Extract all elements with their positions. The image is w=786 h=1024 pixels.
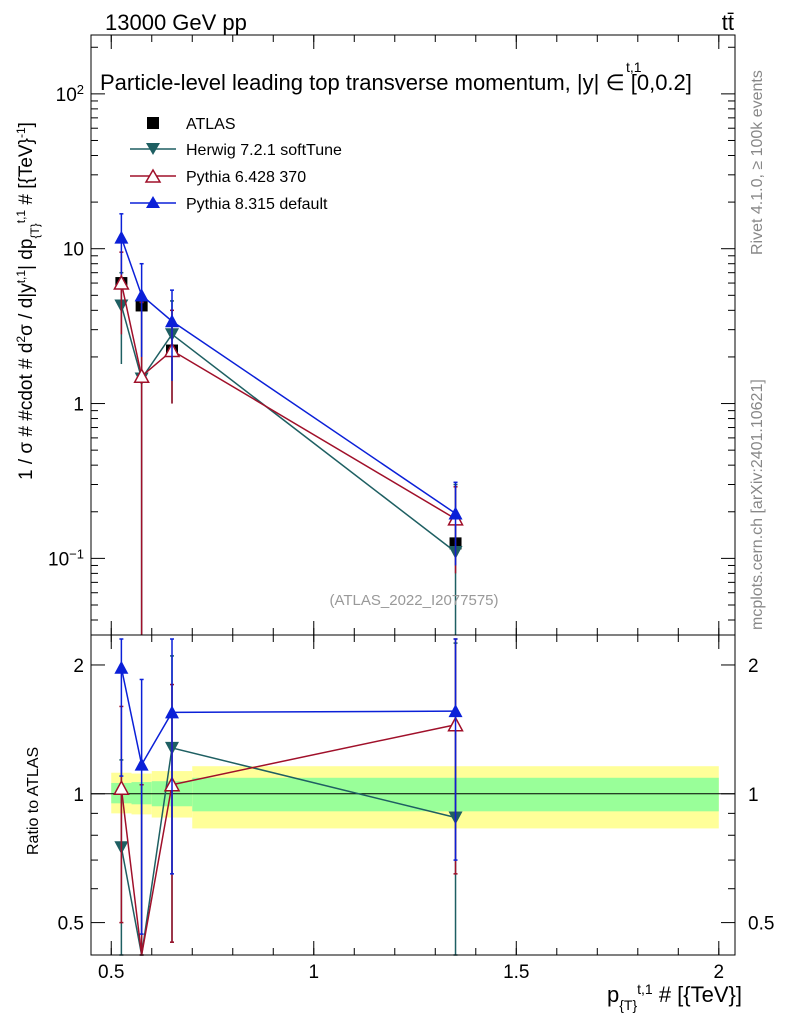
energy-label: 13000 GeV pp xyxy=(105,10,247,35)
data-point xyxy=(133,301,150,635)
rivet-label: Rivet 4.1.0, ≥ 100k events xyxy=(749,70,766,255)
marker-triangle-open xyxy=(133,367,150,384)
process-label: tt̄ xyxy=(722,10,734,35)
plot-title-range: ∈ [0,0.2] xyxy=(605,70,691,95)
ratio-plot-frame xyxy=(90,634,736,956)
legend-label: ATLAS xyxy=(186,116,236,133)
marker-triangle-open xyxy=(113,779,130,796)
legend-item-pythia8: Pythia 8.315 default xyxy=(130,196,328,213)
ratio-ticks: 0.5 0.5 1 1 2 2 0.5 1 1.5 2 xyxy=(58,635,774,983)
series-pythia-6-428-370 xyxy=(113,251,464,635)
data-point xyxy=(165,638,180,875)
ratio-y-tick-label-right: 0.5 xyxy=(748,914,774,935)
ratio-y-tick-label: 1 xyxy=(73,785,84,806)
plot-title-sup: t,1 xyxy=(626,59,642,75)
x-tick-label: 0.5 xyxy=(98,962,124,983)
data-point xyxy=(134,678,149,935)
ratio-uncertainty-bands xyxy=(111,766,719,829)
plot-title: Particle-level leading top transverse mo… xyxy=(100,70,692,95)
marker-triangle-open xyxy=(113,274,130,290)
xlabel: p{T}t,1 # [{TeV}] xyxy=(607,981,742,1013)
plot-title-main: Particle-level leading top transverse mo… xyxy=(100,70,577,95)
marker-triangle-up xyxy=(165,314,180,328)
marker-triangle-up xyxy=(134,757,149,771)
data-point xyxy=(114,213,129,275)
legend-marker-triangle-up xyxy=(146,196,160,208)
data-point xyxy=(448,638,463,861)
legend-label: Pythia 6.428 370 xyxy=(186,169,306,186)
marker-triangle-up xyxy=(448,704,463,718)
data-point xyxy=(448,481,463,566)
marker-triangle-up xyxy=(114,660,129,674)
series-line xyxy=(120,723,456,956)
ratio-series-pythia-8-315-default xyxy=(114,638,463,935)
marker-triangle-up xyxy=(114,230,129,244)
x-tick-label: 1.5 xyxy=(503,962,529,983)
y-tick-label: 1 xyxy=(73,395,84,416)
legend-marker-triangle-down xyxy=(146,143,160,155)
x-tick-label: 1 xyxy=(308,962,319,983)
legend: ATLAS Herwig 7.2.1 softTune Pythia 6.428… xyxy=(130,116,342,213)
legend-item-pythia6: Pythia 6.428 370 xyxy=(130,168,306,186)
y-tick-label-exp: 2 xyxy=(77,81,84,96)
data-point xyxy=(165,289,180,381)
marker-triangle-up xyxy=(448,506,463,520)
x-tick-label: 2 xyxy=(714,962,725,983)
watermark: (ATLAS_2022_I2077575) xyxy=(329,592,498,609)
series-pythia-8-315-default xyxy=(114,213,463,566)
ratio-y-tick-label: 0.5 xyxy=(58,914,84,935)
data-point xyxy=(114,638,129,777)
y-tick-label-exp: −1 xyxy=(69,546,84,561)
legend-marker-square xyxy=(147,117,159,129)
legend-marker-triangle-open xyxy=(144,168,162,183)
legend-label: Pythia 8.315 default xyxy=(186,196,328,213)
ratio-ylabel: Ratio to ATLAS xyxy=(25,747,42,855)
legend-item-herwig: Herwig 7.2.1 softTune xyxy=(130,142,342,159)
plot-title-y: y xyxy=(583,70,594,95)
y-tick-label: 102 xyxy=(56,81,84,106)
ratio-y-tick-label-right: 2 xyxy=(748,656,759,677)
ratio-panel: 0.5 0.5 1 1 2 2 0.5 1 1.5 2 Ratio to ATLAS p{T}t,… xyxy=(25,634,774,1013)
series-line xyxy=(120,305,456,553)
ratio-data-layer xyxy=(113,638,464,956)
main-ylabel: 1 / σ # #cdot # d2σ / d|yt,1| dp{T}t,1 #… xyxy=(14,122,42,480)
ratio-y-tick-label-right: 1 xyxy=(748,785,759,806)
series-line xyxy=(120,237,456,515)
data-point xyxy=(134,262,149,357)
main-data-layer xyxy=(113,213,464,635)
y-tick-label: 10−1 xyxy=(48,546,84,571)
y-tick-label-base: 10 xyxy=(56,85,77,106)
series-line xyxy=(120,667,456,767)
legend-label: Herwig 7.2.1 softTune xyxy=(186,142,342,159)
marker-triangle-up xyxy=(134,288,149,302)
series-line xyxy=(120,282,456,520)
mcplots-label: mcplots.cern.ch [arXiv:2401.10621] xyxy=(749,379,766,630)
ratio-y-tick-label: 2 xyxy=(73,656,84,677)
y-tick-label-base: 10 xyxy=(48,549,69,570)
series-line xyxy=(120,746,456,956)
marker-triangle-up xyxy=(165,705,180,719)
y-tick-label: 10 xyxy=(63,240,84,261)
legend-item-atlas: ATLAS xyxy=(147,116,236,133)
